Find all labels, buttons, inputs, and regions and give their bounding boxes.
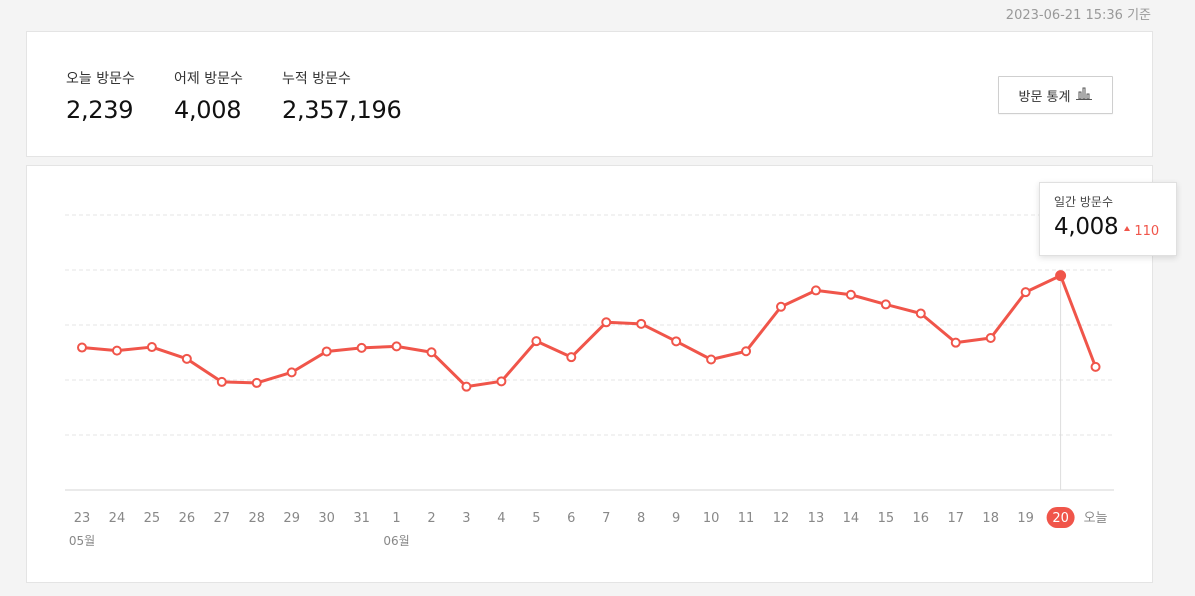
data-point [216, 376, 227, 387]
x-tick-label: 25 [144, 511, 161, 526]
x-tick-label: 27 [214, 511, 231, 526]
x-tick-label: 16 [913, 511, 930, 526]
data-point [77, 342, 87, 353]
tooltip-value: 4,008 [1054, 214, 1119, 240]
data-point [985, 332, 996, 343]
data-point [146, 342, 157, 353]
data-point [496, 376, 507, 387]
data-point [636, 318, 647, 329]
x-tick-label: 28 [248, 511, 265, 526]
total-visits: 누적 방문수 2,357,196 [282, 68, 402, 124]
data-point [391, 341, 402, 352]
chart-svg: 23 24 25 26 27 28 29 30 31 1 2 3 4 5 6 7 8 9 10 11 12 13 14 15 1… [65, 214, 1114, 548]
yesterday-visits-label: 어제 방문수 [174, 71, 243, 87]
data-point [321, 346, 332, 357]
x-tick-label: 20 [1052, 511, 1069, 526]
bar-chart-icon [1076, 86, 1093, 104]
daily-visits-chart: 23 24 25 26 27 28 29 30 31 1 2 3 4 5 6 7 8 9 10 11 12 13 14 15 1… [26, 165, 1177, 583]
today-visits-label: 오늘 방문수 [66, 71, 135, 87]
data-point [776, 301, 786, 312]
x-tick-label: 15 [878, 511, 895, 526]
data-point [286, 367, 297, 378]
data-point [706, 354, 717, 365]
up-arrow-icon [1124, 226, 1131, 231]
data-point [356, 342, 367, 353]
x-tick-label: 14 [843, 511, 860, 526]
x-tick-label: 9 [672, 511, 680, 526]
x-tick-label: 1 [392, 511, 400, 526]
data-point [111, 345, 122, 356]
chart-tooltip: 일간 방문수 4,008 110 [1039, 182, 1177, 256]
x-tick-label: 3 [462, 511, 470, 526]
tooltip-delta-value: 110 [1134, 224, 1160, 239]
x-tick-label: 24 [109, 511, 126, 526]
data-point [426, 347, 437, 358]
x-tick-label: 10 [703, 511, 720, 526]
today-visits: 오늘 방문수 2,239 [66, 68, 135, 124]
month-label: 06월 [383, 534, 409, 548]
visit-stats-button[interactable]: 방문 통계 [998, 76, 1113, 114]
x-tick-label: 6 [567, 511, 575, 526]
x-tick-label: 18 [982, 511, 999, 526]
x-tick-label: 오늘 [1084, 511, 1108, 526]
highlighted-tick-badge [1046, 507, 1075, 528]
yesterday-visits: 어제 방문수 4,008 [174, 68, 243, 124]
x-tick-label: 2 [427, 511, 435, 526]
x-tick-label: 4 [497, 511, 505, 526]
x-tick-label: 11 [738, 511, 755, 526]
data-point [251, 377, 262, 388]
x-tick-label: 7 [602, 511, 610, 526]
month-label: 05월 [69, 534, 95, 548]
x-tick-label: 31 [353, 511, 370, 526]
timestamp: 2023-06-21 15:36 기준 [1005, 8, 1151, 23]
today-visits-value: 2,239 [66, 96, 134, 124]
total-visits-value: 2,357,196 [282, 96, 402, 124]
yesterday-visits-value: 4,008 [174, 96, 242, 124]
data-point [566, 352, 577, 363]
data-point [880, 299, 891, 310]
x-tick-label: 5 [532, 511, 540, 526]
x-tick-label: 13 [808, 511, 825, 526]
data-point [810, 285, 821, 296]
data-point [915, 308, 926, 319]
x-tick-label: 29 [283, 511, 300, 526]
data-point [531, 336, 542, 347]
data-point [1020, 287, 1031, 298]
series-line [80, 274, 1098, 389]
highlighted-data-point [1055, 270, 1067, 282]
tooltip-delta: 110 [1124, 224, 1159, 239]
data-point [950, 337, 961, 348]
x-tick-label: 19 [1017, 511, 1034, 526]
data-point [461, 381, 472, 392]
data-point [181, 353, 192, 364]
x-tick-label: 23 [74, 511, 91, 526]
visitor-summary-card: 오늘 방문수 2,239 어제 방문수 4,008 누적 방문수 2,357,1… [26, 31, 1153, 157]
tooltip-label: 일간 방문수 [1054, 195, 1114, 209]
x-tick-label: 8 [637, 511, 645, 526]
data-point [845, 289, 856, 300]
x-tick-label: 17 [947, 511, 964, 526]
x-tick-label: 26 [179, 511, 196, 526]
data-point [671, 336, 682, 347]
x-tick-label: 12 [773, 511, 790, 526]
data-point [1090, 361, 1101, 372]
x-tick-label: 30 [318, 511, 335, 526]
data-point [601, 317, 612, 328]
data-point [741, 346, 752, 357]
total-visits-label: 누적 방문수 [282, 71, 351, 87]
visit-stats-button-label: 방문 통계 [1018, 89, 1071, 105]
